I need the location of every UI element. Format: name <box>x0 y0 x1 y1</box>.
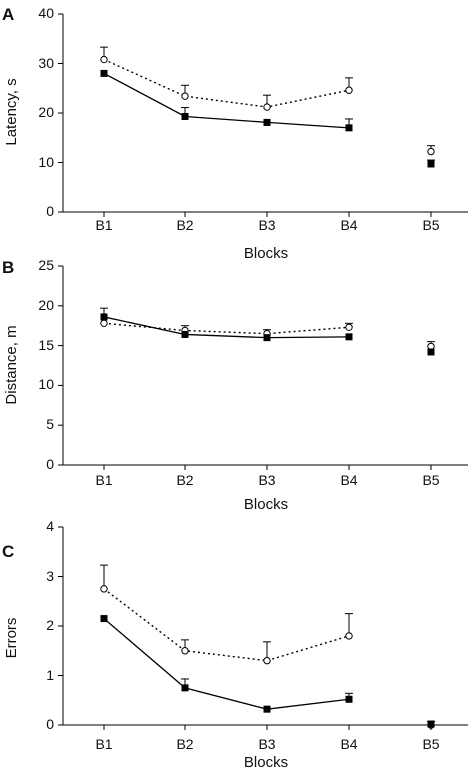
y-tick-label: 0 <box>46 203 54 219</box>
x-tick-label: B5 <box>422 736 439 752</box>
solid-series-line <box>103 316 350 339</box>
data-point-square <box>345 124 353 132</box>
x-tick-label: B2 <box>176 472 193 488</box>
x-tick-label: B4 <box>340 736 357 752</box>
data-point-square <box>345 333 353 341</box>
x-tick-label: B2 <box>176 217 193 233</box>
x-tick-label: B3 <box>258 472 275 488</box>
solid-series-line <box>103 618 350 710</box>
panel-a: A Blocks Latency, s B1 B2 B3 B4 B5 0 10 … <box>2 5 468 262</box>
data-point-square <box>263 705 271 713</box>
y-tick-label: 25 <box>38 257 54 273</box>
panel-letter-c: C <box>2 542 14 561</box>
x-axis-title: Blocks <box>244 245 288 262</box>
x-tick-label: B3 <box>258 217 275 233</box>
data-point-circle <box>345 86 353 94</box>
y-tick-label: 15 <box>38 337 54 353</box>
solid-series-line <box>103 72 350 129</box>
panel-b: B Blocks Distance, m B1 B2 B3 B4 B5 0 5 … <box>2 257 468 513</box>
y-tick-label: 0 <box>46 456 54 472</box>
data-point-square <box>427 348 435 356</box>
data-point-square <box>345 695 353 703</box>
data-point-square <box>263 118 271 126</box>
data-point-square <box>100 313 108 321</box>
y-tick-label: 40 <box>38 5 54 21</box>
x-tick-label: B1 <box>95 736 112 752</box>
panel-letter-b: B <box>2 258 14 277</box>
y-tick-label: 5 <box>46 416 54 432</box>
data-point-square <box>181 112 189 120</box>
data-point-circle <box>100 319 108 328</box>
data-point-square <box>100 69 108 77</box>
y-axis-title: Distance, m <box>3 325 20 404</box>
data-point-square <box>263 334 271 342</box>
y-axis-title: Errors <box>3 618 20 659</box>
data-point-circle <box>100 585 108 593</box>
data-point-square <box>181 684 189 692</box>
data-point-square <box>427 160 435 168</box>
data-point-square <box>427 720 435 728</box>
y-axis-title: Latency, s <box>3 78 20 145</box>
x-tick-label: B2 <box>176 736 193 752</box>
dotted-series-line <box>103 588 350 662</box>
y-tick-label: 2 <box>46 617 54 633</box>
dotted-series-line <box>103 58 350 108</box>
data-point-circle <box>345 632 353 640</box>
data-point-circle <box>427 147 435 156</box>
x-tick-label: B4 <box>340 217 357 233</box>
dotted-series-line <box>103 322 350 335</box>
data-point-square <box>181 330 189 338</box>
y-tick-label: 10 <box>38 154 54 170</box>
y-tick-label: 30 <box>38 55 54 71</box>
y-tick-label: 4 <box>46 518 54 534</box>
y-tick-label: 3 <box>46 568 54 584</box>
data-point-circle <box>181 647 189 655</box>
y-tick-label: 0 <box>46 716 54 732</box>
data-point-square <box>100 615 108 623</box>
x-tick-label: B1 <box>95 217 112 233</box>
panel-c: C Blocks Errors B1 B2 B3 B4 B5 0 1 2 3 4 <box>2 518 468 771</box>
x-tick-label: B1 <box>95 472 112 488</box>
y-tick-label: 20 <box>38 297 54 313</box>
x-tick-label: B5 <box>422 217 439 233</box>
y-tick-label: 10 <box>38 376 54 392</box>
x-tick-label: B3 <box>258 736 275 752</box>
y-tick-label: 1 <box>46 667 54 683</box>
y-tick-label: 20 <box>38 104 54 120</box>
x-axis-title: Blocks <box>244 496 288 513</box>
x-axis-title: Blocks <box>244 754 288 771</box>
x-tick-label: B4 <box>340 472 357 488</box>
data-point-circle <box>345 323 353 331</box>
data-point-circle <box>263 103 271 111</box>
data-point-circle <box>181 92 189 100</box>
data-point-circle <box>263 656 271 665</box>
x-tick-label: B5 <box>422 472 439 488</box>
data-point-circle <box>100 55 108 64</box>
panel-letter-a: A <box>2 5 14 24</box>
